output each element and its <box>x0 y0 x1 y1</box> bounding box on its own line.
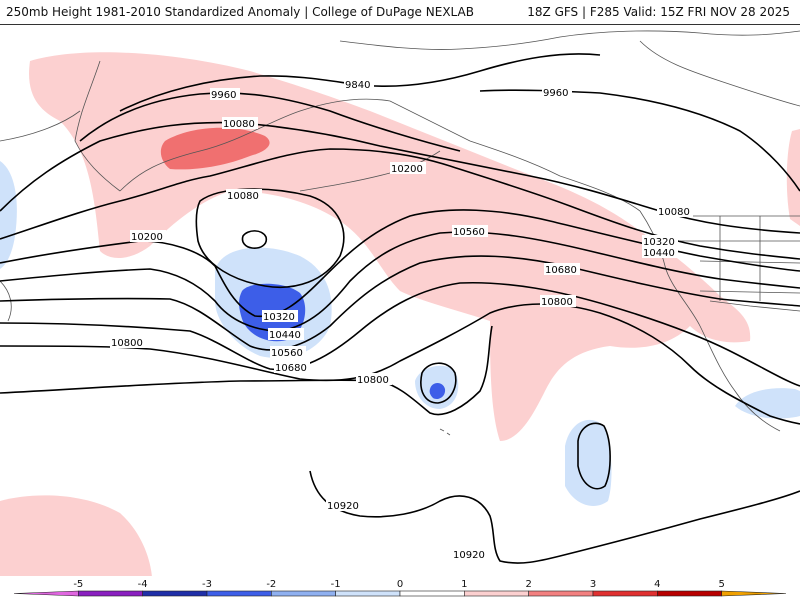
contour-10440 <box>0 231 800 332</box>
run-info: 18Z GFS | F285 Valid: 15Z FRI NOV 28 202… <box>527 5 790 19</box>
contour-label-10440: 10440 <box>643 248 675 259</box>
colorbar-tick-label: -4 <box>138 579 148 590</box>
contour-label-10920: 10920 <box>327 501 359 512</box>
alaska-coast <box>119 98 641 212</box>
colorbar-bin <box>721 590 787 597</box>
header-bar: 250mb Height 1981-2010 Standardized Anom… <box>0 0 800 24</box>
siberia-coast <box>0 110 81 142</box>
contour-ring-hawaii <box>420 362 457 404</box>
strong-negative-anomaly <box>429 383 446 399</box>
contour-label-10920: 10920 <box>453 550 485 561</box>
contour-label-10080: 10080 <box>658 207 690 218</box>
contour-10560 <box>0 255 800 351</box>
colorbar-bins <box>13 590 787 597</box>
colorbar-tick-label: 1 <box>461 579 467 590</box>
contour-labels: 9840 9960 9960 10080 10080 10080 10200 1… <box>110 78 693 561</box>
colorbar-bin <box>657 590 722 597</box>
negative-anomaly-region <box>0 161 17 269</box>
contour-10920 <box>309 470 800 564</box>
strong-positive-anomaly <box>160 127 270 170</box>
contour-label-10560: 10560 <box>271 348 303 359</box>
contour-label-10320: 10320 <box>263 312 295 323</box>
contour-label-10800: 10800 <box>357 375 389 386</box>
contour-9960-east <box>479 89 800 192</box>
contour-label-10080: 10080 <box>223 119 255 130</box>
colorbar-tick-label: 5 <box>718 579 724 590</box>
contour-label-10200: 10200 <box>391 164 423 175</box>
colorbar-bin <box>271 590 336 597</box>
colorbar-tick-label: 4 <box>654 579 660 590</box>
colorbar-bin <box>399 590 465 597</box>
colorbar-tick-label: 2 <box>525 579 531 590</box>
colorbar-tick-label: -3 <box>202 579 212 590</box>
colorbar-bin <box>528 590 594 597</box>
contour-label-10080: 10080 <box>227 191 259 202</box>
arctic-coast <box>339 30 800 50</box>
anomaly-shading <box>0 52 800 577</box>
contour-small-ring <box>241 230 268 249</box>
contour-label-10320: 10320 <box>643 237 675 248</box>
japan-coast <box>0 280 12 322</box>
contour-label-10560: 10560 <box>453 227 485 238</box>
hawaii-islands <box>439 428 451 436</box>
positive-anomaly-region <box>786 129 800 226</box>
colorbar-tick-label: -5 <box>73 579 83 590</box>
kamchatka-coast <box>74 60 121 192</box>
contour-label-10800: 10800 <box>541 297 573 308</box>
hudson-area-coast <box>639 40 800 107</box>
contour-10080-ring <box>195 188 345 288</box>
map-title: 250mb Height 1981-2010 Standardized Anom… <box>6 5 474 19</box>
colorbar-bin <box>592 590 658 597</box>
contour-label-9840: 9840 <box>345 80 370 91</box>
colorbar-tick-label: 3 <box>590 579 596 590</box>
contour-label-10800: 10800 <box>111 338 143 349</box>
contour-10680 <box>0 281 800 387</box>
positive-anomaly-region <box>0 495 152 577</box>
contour-10800 <box>0 303 800 425</box>
colorbar-tick-label: -1 <box>331 579 341 590</box>
map-panel: 9840 9960 9960 10080 10080 10080 10200 1… <box>0 24 800 577</box>
colorbar-bin <box>335 590 401 597</box>
height-contours <box>0 53 800 564</box>
contour-label-10440: 10440 <box>269 330 301 341</box>
contour-label-10200: 10200 <box>131 232 163 243</box>
negative-anomaly-region <box>565 419 612 506</box>
colorbar-tick-label: 0 <box>397 579 403 590</box>
contour-label-10680: 10680 <box>275 363 307 374</box>
colorbar-ticks: -5 -4 -3 -2 -1 0 1 2 3 4 5 <box>73 579 725 590</box>
contour-label-9960: 9960 <box>211 90 236 101</box>
mexico-border <box>709 300 800 312</box>
colorbar-bin <box>78 590 143 597</box>
colorbar-bin <box>206 590 272 597</box>
aleutian-chain <box>299 150 441 192</box>
contour-ring-east <box>577 422 611 490</box>
colorbar-tick-label: -2 <box>266 579 276 590</box>
colorbar-bin <box>13 590 79 597</box>
colorbar-bin <box>142 590 208 597</box>
contour-label-9960: 9960 <box>543 88 568 99</box>
us-state-lines <box>680 216 800 301</box>
contour-label-10680: 10680 <box>545 265 577 276</box>
contour-9960-west <box>79 92 461 152</box>
colorbar: -5 -4 -3 -2 -1 0 1 2 3 4 5 <box>0 576 800 600</box>
colorbar-bin <box>464 590 529 597</box>
